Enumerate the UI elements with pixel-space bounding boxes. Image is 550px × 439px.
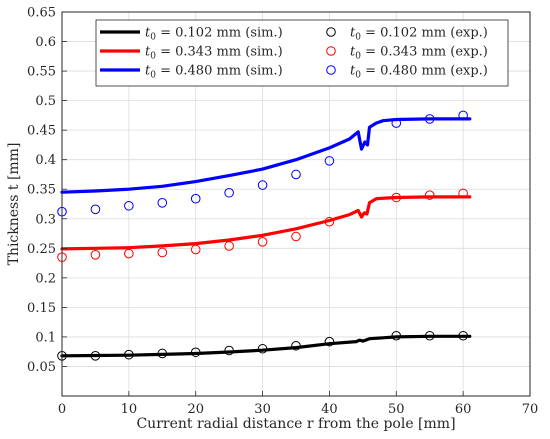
legend-label: t0 = 0.102 mm (exp.) bbox=[350, 26, 488, 43]
exp-marker bbox=[324, 216, 335, 227]
exp-marker bbox=[424, 114, 435, 124]
exp-marker bbox=[324, 156, 335, 166]
exp-marker bbox=[424, 190, 435, 200]
legend-box bbox=[95, 19, 509, 87]
exp-marker bbox=[124, 248, 134, 259]
exp-marker bbox=[190, 347, 201, 358]
x-tick-label: 0 bbox=[58, 402, 66, 417]
exp-marker bbox=[224, 187, 234, 198]
exp-marker bbox=[257, 343, 268, 354]
exp-marker bbox=[190, 193, 201, 204]
exp-marker bbox=[157, 247, 168, 258]
exp-marker bbox=[224, 345, 234, 356]
y-tick-label: 0.45 bbox=[27, 124, 56, 139]
x-tick-label: 50 bbox=[388, 402, 405, 417]
axis-ticks bbox=[61, 11, 531, 396]
exp-marker bbox=[458, 188, 468, 199]
exp-marker bbox=[157, 198, 168, 208]
legend-label: t0 = 0.343 mm (exp.) bbox=[350, 45, 488, 62]
y-tick-label: 0.1 bbox=[35, 330, 56, 345]
x-tick-label: 20 bbox=[187, 402, 204, 417]
exp-marker bbox=[124, 349, 134, 360]
legend-label: t0 = 0.343 mm (sim.) bbox=[145, 45, 283, 62]
y-tick-label: 0.4 bbox=[35, 153, 56, 168]
y-tick-label: 0.6 bbox=[35, 35, 56, 50]
exp-marker bbox=[391, 118, 402, 128]
exp-marker bbox=[90, 204, 101, 215]
sim-line-1 bbox=[60, 195, 472, 251]
y-tick-label: 0.3 bbox=[35, 212, 56, 227]
exp-marker bbox=[224, 241, 234, 251]
simulation-lines bbox=[60, 117, 472, 358]
experimental-markers bbox=[57, 110, 468, 361]
exp-marker bbox=[391, 192, 402, 203]
legend-label: t0 = 0.102 mm (sim.) bbox=[145, 26, 283, 43]
plot-frame bbox=[61, 11, 531, 397]
x-tick-label: 10 bbox=[121, 402, 138, 417]
exp-marker bbox=[391, 330, 402, 341]
exp-marker bbox=[458, 110, 468, 121]
y-tick-label: 0.05 bbox=[27, 360, 56, 375]
legend: t0 = 0.102 mm (sim.) t0 = 0.343 mm (sim.)… bbox=[95, 19, 509, 87]
exp-marker bbox=[157, 348, 168, 359]
y-tick-label: 0.65 bbox=[27, 6, 56, 21]
exp-marker bbox=[257, 180, 268, 190]
legend-marker-swatch bbox=[326, 27, 336, 37]
exp-marker bbox=[291, 169, 301, 180]
exp-marker bbox=[291, 340, 301, 351]
y-tick-label: 0.35 bbox=[27, 183, 56, 198]
exp-marker bbox=[458, 330, 468, 341]
exp-marker bbox=[90, 250, 101, 260]
x-axis-label: Current radial distance r from the pole … bbox=[136, 416, 455, 432]
exp-marker bbox=[124, 200, 134, 211]
x-tick-label: 60 bbox=[455, 402, 472, 417]
x-tick-label: 70 bbox=[522, 402, 539, 417]
y-axis-label: Thickness t [mm] bbox=[6, 143, 22, 266]
y-tick-label: 0.2 bbox=[35, 271, 56, 286]
exp-marker bbox=[257, 237, 268, 247]
exp-marker bbox=[190, 244, 201, 255]
x-tick-label: 40 bbox=[321, 402, 338, 417]
legend-label: t0 = 0.480 mm (exp.) bbox=[350, 64, 488, 81]
x-tick-label: 30 bbox=[254, 402, 271, 417]
y-tick-label: 0.5 bbox=[35, 94, 56, 109]
legend-marker-swatch bbox=[326, 46, 336, 56]
exp-marker bbox=[424, 330, 435, 341]
legend-marker-swatch bbox=[326, 65, 336, 75]
y-tick-label: 0.25 bbox=[27, 242, 56, 257]
legend-label: t0 = 0.480 mm (sim.) bbox=[145, 64, 283, 81]
y-tick-label: 0.15 bbox=[27, 301, 56, 316]
exp-marker bbox=[90, 351, 101, 361]
exp-marker bbox=[324, 336, 335, 347]
exp-marker bbox=[291, 231, 301, 242]
sim-line-0 bbox=[60, 334, 472, 358]
tick-labels: 0 10 20 30 40 50 60 70 0.05 0.1 0.15 0.2 0.25 0.3 0.35… bbox=[27, 6, 538, 418]
sim-line-2 bbox=[60, 117, 472, 194]
y-tick-label: 0.55 bbox=[27, 65, 56, 80]
